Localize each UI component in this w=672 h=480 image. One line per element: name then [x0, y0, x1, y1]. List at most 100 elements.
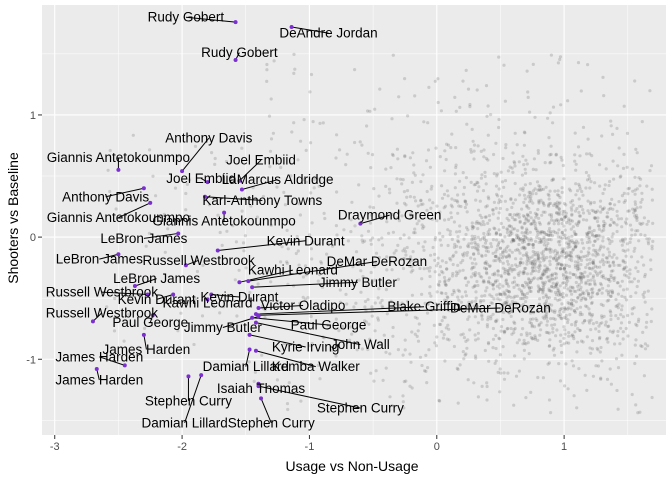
background-point	[581, 321, 585, 325]
background-point	[598, 350, 602, 354]
background-point	[443, 204, 448, 208]
background-point	[549, 248, 553, 252]
background-point	[486, 195, 490, 199]
background-point	[547, 361, 552, 365]
background-point	[593, 281, 597, 285]
background-point	[551, 309, 555, 313]
background-point	[630, 228, 634, 232]
player-label: Russell Westbrook	[46, 305, 159, 320]
background-point	[465, 346, 469, 350]
background-point	[503, 293, 507, 297]
player-label: DeAndre Jordan	[279, 26, 377, 41]
background-point	[504, 143, 508, 147]
background-point	[546, 192, 550, 196]
background-point	[402, 257, 407, 261]
background-point	[531, 262, 535, 266]
background-point	[366, 229, 371, 233]
background-point	[400, 182, 404, 186]
background-point	[590, 208, 594, 212]
background-point	[544, 303, 548, 308]
background-point	[564, 251, 569, 255]
background-point	[498, 256, 502, 260]
background-point	[593, 181, 597, 185]
background-point	[554, 283, 558, 287]
background-point	[618, 175, 622, 179]
background-point	[519, 260, 523, 265]
background-point	[443, 279, 447, 283]
background-point	[546, 275, 551, 279]
background-point	[627, 186, 632, 190]
x-axis-title: Usage vs Non-Usage	[285, 458, 418, 474]
background-point	[471, 265, 475, 270]
background-point	[537, 263, 542, 267]
background-point	[537, 216, 541, 220]
background-point	[605, 211, 610, 215]
background-point	[541, 280, 545, 284]
background-point	[529, 317, 533, 321]
background-point	[485, 114, 489, 118]
background-point	[573, 241, 578, 246]
background-point	[547, 237, 551, 241]
background-point	[602, 223, 606, 227]
background-point	[424, 353, 428, 357]
background-point	[453, 95, 457, 99]
background-point	[621, 238, 625, 242]
background-point	[436, 256, 440, 260]
background-point	[496, 242, 501, 246]
background-point	[592, 216, 597, 220]
background-point	[474, 242, 478, 246]
background-point	[575, 406, 579, 410]
background-point	[560, 247, 564, 251]
background-point	[285, 402, 290, 406]
background-point	[467, 300, 471, 304]
background-point	[528, 190, 532, 195]
background-point	[576, 145, 581, 149]
background-point	[285, 228, 289, 232]
background-point	[573, 260, 578, 264]
background-point	[491, 326, 495, 331]
background-point	[543, 314, 547, 318]
background-point	[577, 283, 581, 287]
background-point	[628, 280, 632, 284]
background-point	[624, 265, 628, 269]
background-point	[470, 241, 474, 245]
background-point	[560, 230, 565, 234]
background-point	[466, 280, 470, 284]
background-point	[304, 273, 308, 277]
background-point	[565, 263, 569, 267]
background-point	[548, 259, 552, 263]
background-point	[535, 235, 539, 239]
background-point	[602, 245, 606, 249]
background-point	[574, 222, 578, 226]
background-point	[557, 210, 562, 214]
background-point	[475, 279, 479, 284]
player-label: Paul George	[291, 318, 367, 333]
background-point	[561, 218, 565, 222]
background-point	[106, 168, 110, 172]
background-point	[491, 283, 495, 287]
background-point	[508, 266, 512, 270]
background-point	[392, 251, 396, 255]
background-point	[444, 283, 448, 287]
background-point	[521, 270, 526, 274]
background-point	[436, 282, 440, 286]
player-point	[205, 297, 210, 302]
background-point	[555, 200, 560, 204]
background-point	[650, 244, 654, 248]
background-point	[447, 217, 451, 221]
background-point	[564, 283, 568, 287]
background-point	[593, 269, 597, 273]
background-point	[592, 279, 596, 283]
background-point	[549, 308, 553, 312]
background-point	[484, 253, 488, 257]
background-point	[571, 334, 576, 338]
background-point	[240, 209, 244, 213]
background-point	[562, 277, 566, 281]
background-point	[413, 332, 417, 336]
background-point	[485, 384, 489, 389]
background-point	[427, 85, 431, 89]
background-point	[600, 274, 604, 279]
background-point	[486, 341, 491, 345]
background-point	[559, 292, 563, 297]
background-point	[453, 198, 457, 202]
